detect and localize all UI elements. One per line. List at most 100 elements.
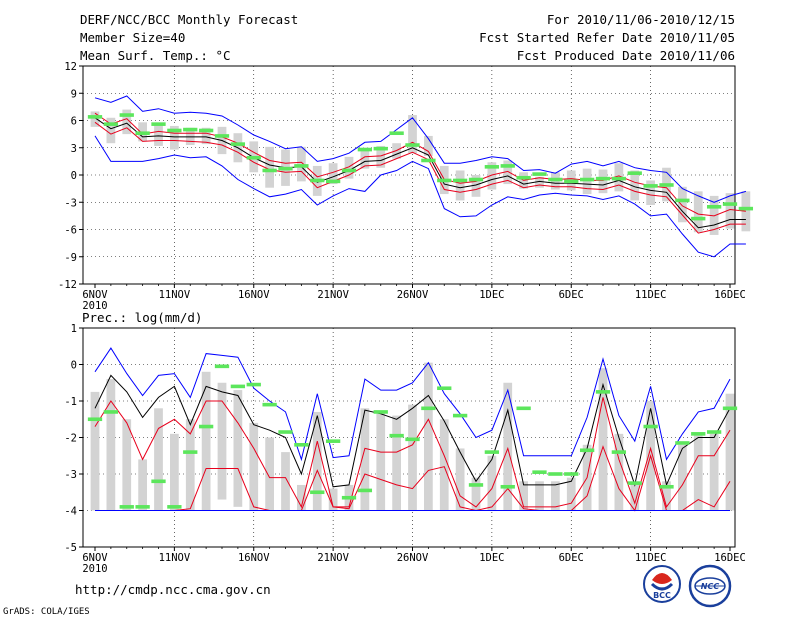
prec-member-box xyxy=(170,433,179,511)
prec-member-box xyxy=(487,455,497,511)
prec-observed-marker xyxy=(373,410,388,414)
prec-ytick-label: 1 xyxy=(71,323,77,335)
prec-member-box xyxy=(709,433,719,511)
temp-observed-marker xyxy=(532,172,547,176)
prec-observed-marker xyxy=(198,424,214,429)
prec-member-box xyxy=(233,390,243,507)
temp-ytick-label: -3 xyxy=(64,197,77,209)
temp-xtick-label: 1DEC xyxy=(479,289,504,301)
temp-series-upper_outer xyxy=(94,95,747,203)
prec-member-box xyxy=(265,437,274,511)
prec-observed-marker xyxy=(183,450,198,454)
temp-xtick-label: 21NOV xyxy=(317,289,349,301)
prec-observed-marker xyxy=(516,406,531,411)
prec-member-box xyxy=(439,419,449,511)
temp-observed-marker xyxy=(87,115,103,119)
prec-observed-marker xyxy=(468,483,484,487)
temp-observed-marker xyxy=(643,184,658,188)
temp-observed-marker xyxy=(659,183,674,187)
prec-member-box xyxy=(249,422,259,511)
prec-member-box xyxy=(376,411,386,511)
temp-observed-marker xyxy=(278,166,293,171)
temp-observed-marker xyxy=(691,216,706,221)
temp-series-lower_inner xyxy=(94,121,746,234)
temp-member-box xyxy=(487,162,497,190)
prec-observed-marker xyxy=(151,479,166,484)
prec-observed-marker xyxy=(595,390,611,394)
bcc-logo-text: BCC xyxy=(653,591,671,600)
prec-observed-marker xyxy=(405,437,420,442)
temp-observed-marker xyxy=(214,134,230,138)
prec-observed-marker xyxy=(278,430,293,434)
temp-member-box xyxy=(154,123,163,146)
temp-member-box xyxy=(90,111,100,127)
temp-observed-marker xyxy=(230,142,246,146)
temp-observed-marker xyxy=(405,143,420,147)
bcc-logo-swirl-blue xyxy=(650,582,674,591)
prec-observed-marker xyxy=(484,450,500,454)
temp-observed-marker xyxy=(500,164,515,168)
prec-member-box xyxy=(201,371,211,511)
prec-member-box xyxy=(106,379,116,511)
temp-observed-marker xyxy=(103,122,119,126)
temp-member-box xyxy=(360,147,370,169)
prec-observed-marker xyxy=(579,448,595,453)
prec-member-box xyxy=(551,481,560,511)
temp-series-lower_outer xyxy=(94,135,746,258)
temp-observed-marker xyxy=(135,131,150,136)
member-size-label: Member Size=40 xyxy=(80,30,185,45)
prec-observed-marker xyxy=(341,495,357,500)
prec-member-box xyxy=(281,452,290,511)
prec-xtick-label: 1DEC xyxy=(479,552,504,564)
prec-observed-marker xyxy=(643,424,658,429)
prec-observed-marker xyxy=(119,505,134,509)
prec-ytick-label: -5 xyxy=(64,542,77,554)
temp-series-upper_inner xyxy=(94,112,746,217)
temp-member-box xyxy=(455,170,465,201)
temp-member-box xyxy=(693,191,703,233)
produced-date-label: Fcst Produced Date 2010/11/06 xyxy=(517,48,735,63)
temp-ytick-label: 9 xyxy=(71,88,77,100)
prec-member-box xyxy=(154,408,163,511)
precip-panel-title: Prec.: log(mm/d) xyxy=(82,310,202,325)
temp-observed-marker xyxy=(738,206,754,211)
prec-member-box xyxy=(360,408,370,511)
temp-member-box xyxy=(471,175,481,197)
prec-observed-marker xyxy=(691,432,706,436)
temp-observed-marker xyxy=(421,158,436,163)
prec-year-label: 2010 xyxy=(82,563,107,575)
prec-member-box xyxy=(90,391,100,511)
prec-observed-marker xyxy=(611,450,627,454)
prec-observed-marker xyxy=(230,384,246,389)
prec-observed-marker xyxy=(246,382,261,387)
prec-member-box xyxy=(693,433,703,511)
source-url: http://cmdp.ncc.cma.gov.cn xyxy=(75,582,271,597)
temp-observed-marker xyxy=(183,127,198,132)
temp-observed-marker xyxy=(722,202,738,206)
figure-title: DERF/NCC/BCC Monthly Forecast xyxy=(80,12,298,27)
temp-observed-marker xyxy=(389,131,404,136)
prec-member-box xyxy=(662,481,671,511)
temp-observed-marker xyxy=(310,178,325,183)
prec-member-box xyxy=(122,419,132,511)
prec-member-box xyxy=(408,404,417,511)
temp-member-box xyxy=(408,115,417,154)
temp-series-ensemble_mean xyxy=(94,117,746,229)
temp-member-box xyxy=(106,117,116,144)
temp-member-box xyxy=(185,127,195,146)
prec-ytick-label: 0 xyxy=(71,360,77,372)
temp-observed-marker xyxy=(437,178,452,183)
prec-member-box xyxy=(185,419,195,511)
prec-xtick-label: 16DEC xyxy=(714,552,746,564)
prec-observed-marker xyxy=(103,410,119,414)
prec-member-box xyxy=(217,382,227,500)
prec-xtick-label: 11DEC xyxy=(635,552,667,564)
temp-member-box xyxy=(598,169,608,194)
temp-member-box xyxy=(424,135,433,156)
prec-member-box xyxy=(424,362,433,511)
temp-ytick-label: 12 xyxy=(64,61,77,73)
prec-observed-marker xyxy=(722,406,738,411)
prec-ytick-label: -1 xyxy=(64,396,77,408)
